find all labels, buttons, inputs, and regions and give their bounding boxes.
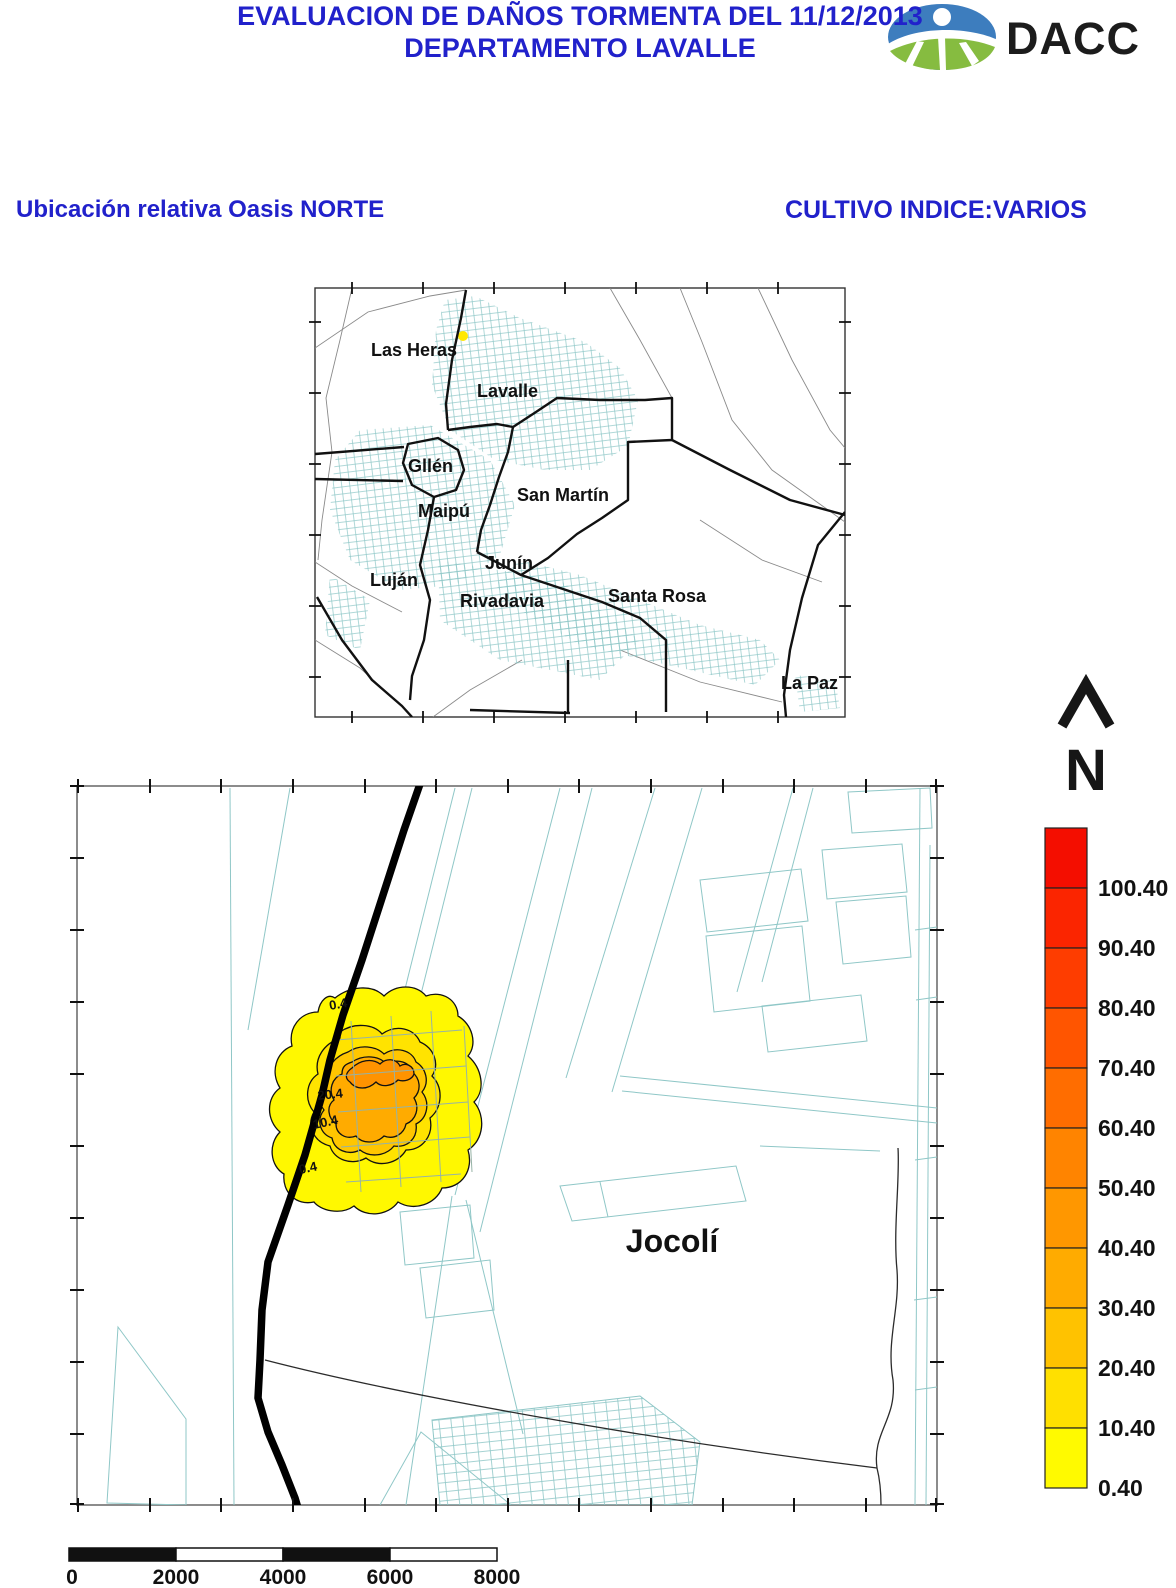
label-san-martin: San Martín <box>517 485 609 505</box>
label-junin: Junín <box>485 553 533 573</box>
label-lavalle: Lavalle <box>477 381 538 401</box>
contour-label-1: 20.4 <box>317 1085 344 1103</box>
legend-cell <box>1044 1307 1088 1369</box>
page-title-line2: DEPARTAMENTO LAVALLE <box>404 33 756 63</box>
legend-label: 80.40 <box>1098 995 1156 1021</box>
scale-bar: 0 2000 4000 6000 8000 <box>66 1547 520 1588</box>
legend-labels: 100.40 90.40 80.40 70.40 60.40 50.40 40.… <box>1098 875 1168 1501</box>
legend-label: 100.40 <box>1098 875 1168 901</box>
legend-colorbar <box>1044 827 1088 1489</box>
legend-cell <box>1044 1247 1088 1309</box>
legend-cell <box>1044 947 1088 1009</box>
legend-label: 40.40 <box>1098 1235 1156 1261</box>
scale-label: 4000 <box>260 1566 307 1588</box>
legend-label: 0.40 <box>1098 1475 1143 1501</box>
damage-contours <box>268 986 483 1215</box>
parcel-lines <box>106 787 937 1505</box>
subtitle-right: CULTIVO INDICE:VARIOS <box>785 196 1087 224</box>
route-line <box>254 786 424 1505</box>
scale-bar-segments <box>68 1547 498 1562</box>
legend-cell <box>1044 1187 1088 1249</box>
legend-cell <box>1044 1427 1088 1489</box>
legend-label: 70.40 <box>1098 1055 1156 1081</box>
legend-label: 90.40 <box>1098 935 1156 961</box>
contour-labels: 0.4 20.4 10.4 0.4 <box>298 995 350 1177</box>
damage-legend: 100.40 90.40 80.40 70.40 60.40 50.40 40.… <box>1044 827 1168 1501</box>
contour-label-3: 0.4 <box>298 1158 320 1177</box>
place-label-jocoli: Jocolí <box>626 1223 720 1259</box>
label-lujan: Luján <box>370 570 418 590</box>
main-map: 0.4 20.4 10.4 0.4 Jocolí <box>70 779 944 1512</box>
legend-label: 30.40 <box>1098 1295 1156 1321</box>
scale-bar-labels: 0 2000 4000 6000 8000 <box>66 1566 520 1588</box>
contour-label-0: 0.4 <box>328 995 349 1013</box>
dacc-logo-icon <box>888 4 998 70</box>
label-maipu: Maipú <box>418 501 470 521</box>
scale-label: 0 <box>66 1566 78 1588</box>
label-rivadavia: Rivadavia <box>460 591 545 611</box>
label-las-heras: Las Heras <box>371 340 457 360</box>
zone-40_4 <box>345 1059 415 1089</box>
inset-frame-ticks <box>309 282 851 723</box>
label-santa-rosa: Santa Rosa <box>608 586 707 606</box>
legend-cell <box>1044 1367 1088 1429</box>
subtitle-left: Ubicación relativa Oasis NORTE <box>16 196 385 223</box>
legend-label: 10.40 <box>1098 1415 1156 1441</box>
legend-cell <box>1044 887 1088 949</box>
inset-labels: Las Heras Lavalle Gllén Maipú San Martín… <box>370 340 838 693</box>
dacc-logo: DACC <box>886 2 1140 72</box>
thin-boundary-lines <box>264 1147 899 1505</box>
scale-label: 2000 <box>153 1566 200 1588</box>
legend-cell <box>1044 1007 1088 1069</box>
north-indicator: N <box>1057 673 1115 798</box>
parcel-grid-over-zones <box>335 1010 473 1193</box>
dacc-logo-text: DACC <box>1006 13 1140 64</box>
scale-label: 6000 <box>367 1566 414 1588</box>
title-block: EVALUACION DE DAÑOS TORMENTA DEL 11/12/2… <box>0 0 1160 64</box>
label-la-paz: La Paz <box>781 673 838 693</box>
north-chevron-icon <box>1057 673 1115 729</box>
legend-label: 50.40 <box>1098 1175 1156 1201</box>
page-title-line1: EVALUACION DE DAÑOS TORMENTA DEL 11/12/2… <box>237 1 923 31</box>
inset-map: Las Heras Lavalle Gllén Maipú San Martín… <box>309 282 851 723</box>
north-label: N <box>1065 738 1107 798</box>
contour-label-2: 10.4 <box>312 1112 341 1132</box>
legend-label: 20.40 <box>1098 1355 1156 1381</box>
legend-cell <box>1044 1127 1088 1189</box>
inset-department-boundaries <box>315 289 845 717</box>
storm-location-marker <box>458 331 468 341</box>
label-gllen: Gllén <box>408 456 453 476</box>
inset-roads <box>315 288 845 717</box>
legend-cell <box>1044 1067 1088 1129</box>
main-map-frame <box>76 785 938 1506</box>
legend-cell <box>1044 827 1088 889</box>
legend-label: 60.40 <box>1098 1115 1156 1141</box>
scale-label: 8000 <box>474 1566 521 1588</box>
main-map-frame-ticks <box>70 779 944 1512</box>
